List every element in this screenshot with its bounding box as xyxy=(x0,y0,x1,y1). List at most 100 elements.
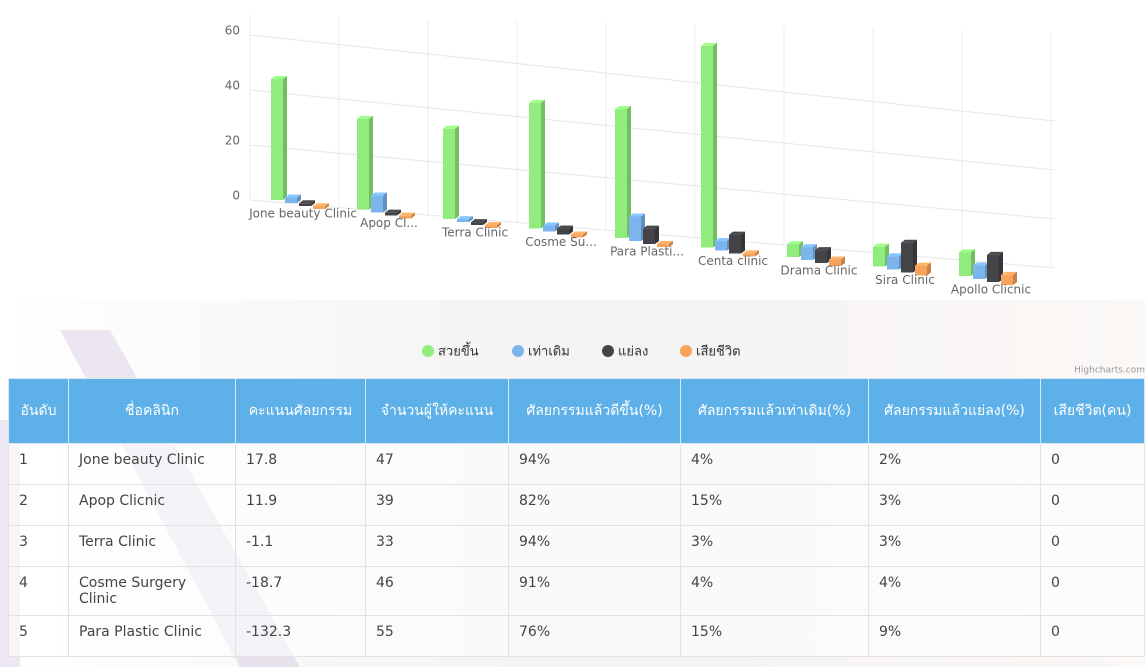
bar xyxy=(529,103,541,229)
table-row: 3Terra Clinic-1.13394%3%3%0 xyxy=(9,526,1145,567)
bar xyxy=(987,255,999,282)
table-cell: 4 xyxy=(9,567,69,616)
table-cell: 55 xyxy=(366,616,509,657)
bar xyxy=(371,196,383,213)
table-cell: 2 xyxy=(9,485,69,526)
table-cell: Jone beauty Clinic xyxy=(69,444,236,485)
table-cell: 17.8 xyxy=(236,444,366,485)
y-tick-label: 40 xyxy=(225,79,240,93)
bar xyxy=(557,229,569,235)
legend-label[interactable]: แย่ลง xyxy=(618,345,648,360)
bar xyxy=(815,250,827,263)
table-cell: -18.7 xyxy=(236,567,366,616)
bar xyxy=(357,119,369,210)
bar-side xyxy=(713,43,717,248)
y-tick-label: 60 xyxy=(225,24,240,38)
table-cell: 0 xyxy=(1041,485,1145,526)
x-tick-label: Jone beauty Clinic xyxy=(248,207,357,221)
bar xyxy=(801,247,813,260)
table-cell: 3% xyxy=(681,526,869,567)
bar xyxy=(701,46,713,248)
table-cell: 94% xyxy=(509,444,681,485)
credits: Highcharts.com xyxy=(1074,366,1145,376)
bar-side xyxy=(283,76,287,200)
bar-side xyxy=(455,126,459,219)
bar xyxy=(271,79,283,200)
header-cell: เสียชีวิต(คน) xyxy=(1041,379,1145,444)
bar xyxy=(285,198,297,204)
table-cell: 94% xyxy=(509,526,681,567)
bar xyxy=(973,265,985,279)
table-cell: 0 xyxy=(1041,526,1145,567)
y-tick-label: 20 xyxy=(225,134,240,148)
bar xyxy=(887,256,899,269)
bar xyxy=(715,241,727,250)
table-cell: 3 xyxy=(9,526,69,567)
table-cell: 91% xyxy=(509,567,681,616)
table-cell: 4% xyxy=(681,567,869,616)
table-cell: 2% xyxy=(869,444,1041,485)
table-cell: 5 xyxy=(9,616,69,657)
table-cell: 46 xyxy=(366,567,509,616)
table-cell: 47 xyxy=(366,444,509,485)
table-cell: 15% xyxy=(681,485,869,526)
bar xyxy=(901,243,913,273)
table-cell: 39 xyxy=(366,485,509,526)
header-cell: คะแนนศัลยกรรม xyxy=(236,379,366,444)
header-row: อันดับชื่อคลินิกคะแนนศัลยกรรมจำนวนผู้ให้… xyxy=(9,379,1145,444)
legend-symbol xyxy=(512,345,524,357)
x-tick-label: Terra Clinic xyxy=(441,226,508,240)
bar xyxy=(457,219,469,222)
header-cell: อันดับ xyxy=(9,379,69,444)
legend-symbol xyxy=(602,345,614,357)
table-cell: Para Plastic Clinic xyxy=(69,616,236,657)
bar xyxy=(543,226,555,232)
bar xyxy=(615,109,627,238)
table-cell: 15% xyxy=(681,616,869,657)
bar-side xyxy=(541,100,545,229)
table-cell: 11.9 xyxy=(236,485,366,526)
legend-symbol xyxy=(422,345,434,357)
header-cell: ศัลยกรรมแล้วดีขึ้น(%) xyxy=(509,379,681,444)
bar xyxy=(873,247,885,267)
legend-symbol xyxy=(680,345,692,357)
table-cell: Terra Clinic xyxy=(69,526,236,567)
header-cell: จำนวนผู้ให้คะแนน xyxy=(366,379,509,444)
table-cell: 0 xyxy=(1041,444,1145,485)
x-tick-label: Apop Cl... xyxy=(360,216,418,230)
header-cell: ศัลยกรรมแล้วเท่าเดิม(%) xyxy=(681,379,869,444)
table-cell: 0 xyxy=(1041,567,1145,616)
bar-side xyxy=(741,232,745,254)
table-cell: 9% xyxy=(869,616,1041,657)
table-cell: 4% xyxy=(869,567,1041,616)
bar xyxy=(787,244,799,257)
table-cell: 76% xyxy=(509,616,681,657)
legend-label[interactable]: สวยขึ้น xyxy=(438,342,479,360)
bar xyxy=(443,129,455,219)
x-tick-label: Apollo Clicnic xyxy=(951,283,1031,297)
header-cell: ชื่อคลินิก xyxy=(69,379,236,444)
legend-label[interactable]: เท่าเดิม xyxy=(528,345,570,360)
bar xyxy=(629,216,641,241)
table-cell: 0 xyxy=(1041,616,1145,657)
x-tick-label: Sira Clinic xyxy=(875,273,935,287)
table-cell: -132.3 xyxy=(236,616,366,657)
table-cell: 33 xyxy=(366,526,509,567)
x-tick-label: Centa clinic xyxy=(698,254,768,268)
table-cell: Cosme Surgery Clinic xyxy=(69,567,236,616)
table-cell: 3% xyxy=(869,485,1041,526)
table-cell: 3% xyxy=(869,526,1041,567)
x-tick-label: Cosme Su... xyxy=(525,235,597,249)
page: 0204060Jone beauty ClinicApop Cl...Terra… xyxy=(0,0,1145,667)
legend-label[interactable]: เสียชีวิต xyxy=(696,344,741,360)
table-cell: 1 xyxy=(9,444,69,485)
bar xyxy=(643,229,655,244)
table-cell: Apop Clicnic xyxy=(69,485,236,526)
x-tick-label: Para Plasti... xyxy=(610,245,684,259)
table-cell: 4% xyxy=(681,444,869,485)
bar xyxy=(729,235,741,254)
